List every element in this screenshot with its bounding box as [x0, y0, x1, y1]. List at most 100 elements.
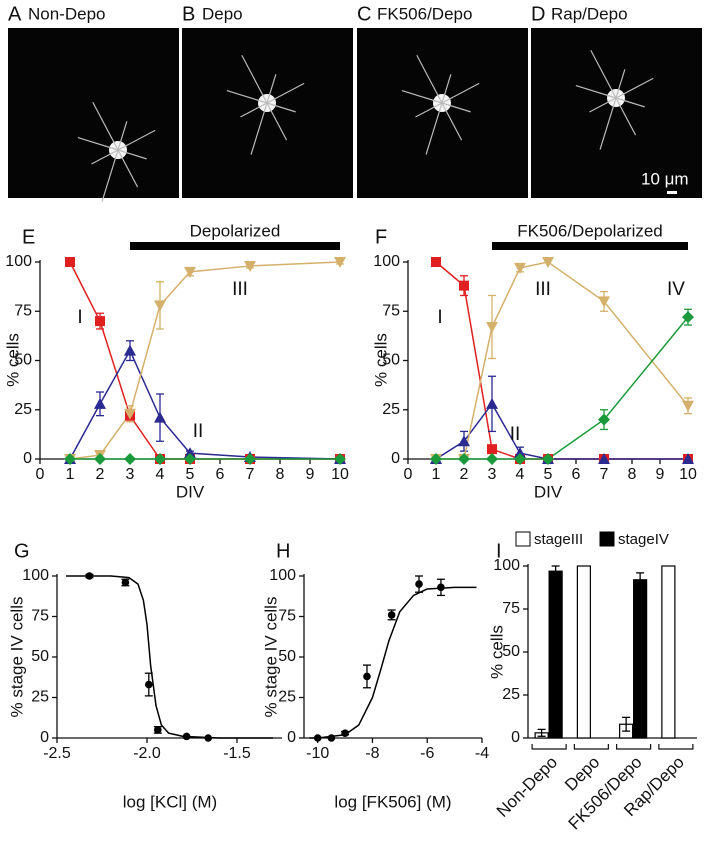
neurite [117, 121, 128, 151]
panel-letter: A [8, 3, 22, 25]
x-tick-label: -10 [306, 745, 329, 762]
series-label: I [77, 307, 82, 328]
micrograph [182, 28, 353, 198]
y-tick-label: 25 [382, 401, 400, 418]
marker [458, 435, 470, 447]
treatment-bar [130, 242, 340, 250]
series-label: II [510, 424, 521, 445]
marker [124, 453, 136, 465]
panel-label: FK506/Depo [377, 4, 472, 23]
marker [184, 447, 196, 459]
x-tick-label: 3 [126, 466, 135, 483]
panel-label: Depo [202, 4, 243, 23]
y-tick-label: 0 [511, 729, 520, 746]
marker [184, 266, 196, 278]
y-tick-label: 75 [278, 608, 296, 625]
group-bracket [658, 744, 694, 750]
y-tick-label: 100 [5, 253, 32, 270]
neurite [117, 149, 147, 160]
legend-label: stageIII [534, 531, 583, 548]
marker [64, 453, 76, 465]
marker [514, 447, 526, 459]
y-tick-label: 50 [382, 352, 400, 369]
point [204, 734, 212, 742]
neurite [589, 97, 617, 113]
neurite [101, 149, 119, 202]
y-tick-label: 0 [40, 729, 49, 746]
series-label: IV [667, 279, 685, 300]
x-tick-label: 2 [96, 466, 105, 483]
y-axis-label: % stage IV cells [261, 597, 280, 718]
point [313, 734, 322, 742]
series-label: III [535, 279, 551, 300]
treatment-label: Depolarized [190, 221, 281, 240]
panel-letter: I [496, 540, 502, 562]
neurite [266, 102, 288, 141]
scale-label: 10 μm [641, 169, 689, 188]
marker [154, 300, 166, 312]
marker [334, 257, 346, 268]
bar [576, 565, 591, 739]
neurite [441, 102, 463, 141]
point [415, 580, 423, 588]
x-tick-label: -6 [420, 745, 434, 762]
group-bracket [531, 744, 567, 750]
neurite [441, 74, 452, 104]
x-tick-label: 6 [572, 466, 581, 483]
y-tick-label: 0 [23, 450, 32, 467]
neurite [441, 82, 480, 104]
y-axis-label: % cells [371, 333, 390, 387]
point [85, 572, 94, 580]
marker [682, 311, 694, 324]
neurite [401, 90, 443, 104]
series-label: I [437, 307, 442, 328]
marker [486, 322, 498, 334]
y-tick-label: 100 [493, 557, 520, 574]
x-tick-label: 9 [306, 466, 315, 483]
panel-letter: G [14, 540, 30, 562]
x-tick-label: 8 [276, 466, 285, 483]
x-axis-label: log [FK506] (M) [334, 792, 451, 811]
y-tick-label: 75 [14, 302, 32, 319]
legend-label: stageIV [618, 531, 669, 548]
series-line [436, 261, 689, 460]
micrograph [357, 28, 528, 198]
legend-swatch [515, 531, 531, 547]
treatment-label: FK506/Depolarized [517, 221, 663, 240]
bar [548, 570, 563, 739]
y-tick-label: 75 [502, 600, 520, 617]
bar [633, 579, 648, 739]
y-tick-label: 100 [269, 567, 296, 584]
series-line [69, 348, 341, 460]
x-tick-label: 9 [656, 466, 665, 483]
neurite [266, 82, 305, 104]
marker [542, 453, 554, 465]
neurite [615, 97, 637, 136]
legend-swatch [599, 531, 615, 547]
x-tick-label: Non-Depo [493, 753, 561, 821]
x-tick-label: 7 [246, 466, 255, 483]
marker [487, 444, 497, 455]
micrograph [8, 28, 179, 198]
y-axis-label: % stage IV cells [7, 597, 26, 718]
y-tick-label: 100 [22, 567, 49, 584]
y-tick-label: 0 [287, 729, 296, 746]
micrograph [531, 28, 702, 198]
neurite [117, 149, 139, 188]
y-tick-label: 50 [278, 648, 296, 665]
point [327, 734, 336, 742]
series-line [69, 261, 341, 460]
neurite [266, 74, 277, 104]
y-tick-label: 50 [31, 648, 49, 665]
y-tick-label: 25 [278, 689, 296, 706]
x-axis-label: DIV [176, 482, 205, 501]
marker [95, 316, 105, 327]
series-label: III [232, 279, 248, 300]
fit-curve [309, 586, 477, 739]
neurite [266, 102, 296, 113]
marker [65, 257, 75, 267]
y-tick-label: 50 [502, 643, 520, 660]
neurite [590, 49, 617, 99]
x-tick-label: 5 [186, 466, 195, 483]
